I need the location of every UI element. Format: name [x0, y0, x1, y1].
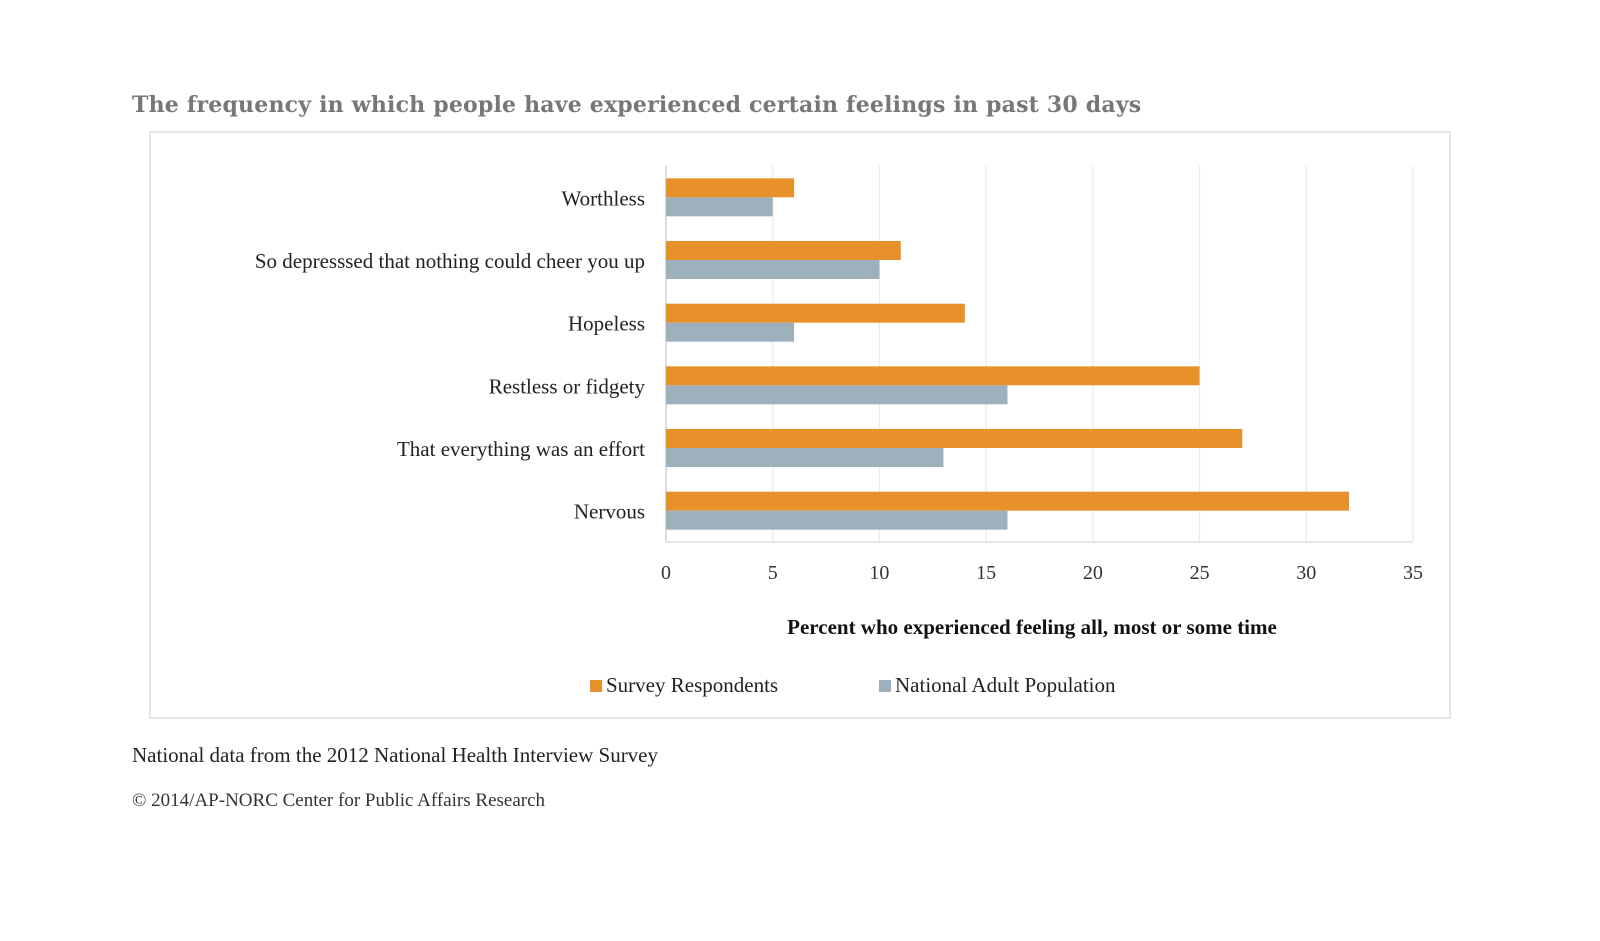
- x-tick-label: 10: [869, 562, 889, 584]
- x-tick-label: 25: [1190, 562, 1210, 584]
- bar-survey-1: [666, 241, 901, 260]
- bar-national-0: [666, 197, 773, 217]
- bar-national-1: [666, 260, 880, 279]
- bar-survey-4: [666, 429, 1243, 448]
- category-label: That everything was an effort: [397, 437, 645, 461]
- bar-survey-2: [666, 303, 965, 323]
- x-tick-label: 15: [976, 562, 996, 584]
- x-axis-title: Percent who experienced feeling all, mos…: [787, 615, 1277, 639]
- bar-survey-5: [666, 491, 1349, 511]
- source-note: National data from the 2012 National Hea…: [132, 743, 659, 767]
- legend-label-national: National Adult Population: [895, 673, 1116, 697]
- bar-national-2: [666, 322, 795, 342]
- x-tick-label: 20: [1083, 562, 1103, 584]
- chart-frame: [149, 131, 1451, 719]
- category-label: So depresssed that nothing could cheer y…: [255, 249, 645, 273]
- category-label: Nervous: [574, 500, 645, 524]
- x-tick-label: 5: [768, 562, 778, 584]
- x-tick-label: 30: [1296, 562, 1316, 584]
- chart-title: The frequency in which people have exper…: [132, 92, 1142, 118]
- x-tick-label: 35: [1403, 562, 1423, 584]
- x-tick-label: 0: [661, 562, 671, 584]
- category-label: Restless or fidgety: [489, 374, 646, 398]
- bar-survey-3: [666, 366, 1200, 386]
- category-label: Hopeless: [568, 312, 645, 336]
- legend-swatch-survey: [590, 680, 602, 692]
- bar-national-3: [666, 385, 1008, 405]
- legend-label-survey: Survey Respondents: [606, 673, 778, 697]
- bar-survey-0: [666, 178, 795, 198]
- legend-swatch-national: [879, 680, 891, 692]
- bar-national-5: [666, 510, 1008, 530]
- bar-national-4: [666, 448, 944, 467]
- category-label: Worthless: [562, 186, 645, 210]
- copyright-note: © 2014/AP-NORC Center for Public Affairs…: [132, 790, 546, 811]
